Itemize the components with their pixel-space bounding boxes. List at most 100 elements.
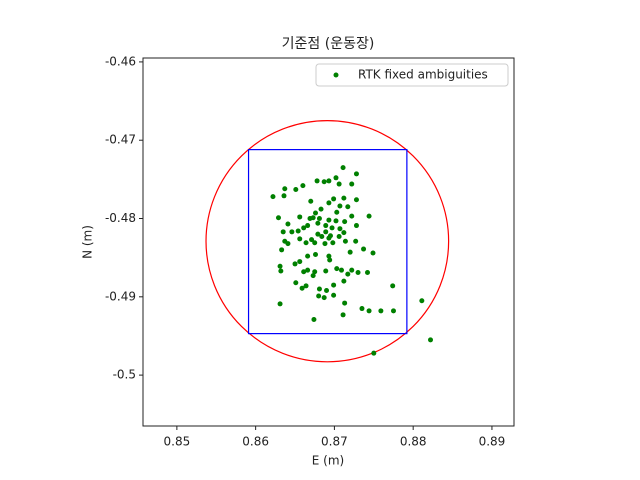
point	[327, 257, 333, 263]
point	[364, 270, 370, 276]
point	[280, 229, 286, 235]
point	[305, 223, 311, 229]
y-axis-label: N (m)	[81, 225, 95, 259]
point	[345, 271, 351, 277]
point	[353, 223, 359, 229]
point	[314, 178, 320, 184]
point	[334, 209, 340, 215]
point	[277, 301, 283, 307]
point	[336, 234, 342, 240]
x-tick-label: 0.89	[479, 435, 506, 449]
point	[341, 195, 347, 201]
x-tick-label: 0.88	[400, 435, 427, 449]
point	[285, 221, 291, 227]
plot-area	[205, 120, 450, 363]
point	[390, 308, 396, 314]
y-tick-label: -0.5	[113, 368, 136, 382]
point	[324, 288, 330, 294]
point	[419, 298, 425, 304]
point	[359, 306, 365, 312]
point	[327, 233, 333, 239]
point	[336, 181, 342, 187]
point	[313, 252, 319, 258]
point	[279, 247, 285, 253]
point	[301, 225, 307, 231]
point	[312, 269, 318, 275]
point	[285, 241, 291, 247]
point	[349, 213, 355, 219]
point	[361, 246, 367, 252]
point	[299, 285, 305, 291]
point	[315, 220, 321, 226]
point	[316, 293, 322, 299]
point	[277, 263, 283, 269]
x-tick-label: 0.85	[164, 435, 191, 449]
point	[297, 236, 303, 242]
point	[341, 278, 347, 284]
point	[292, 261, 298, 267]
point	[312, 240, 318, 246]
y-tick-label: -0.46	[105, 54, 136, 68]
point	[307, 216, 313, 222]
point	[297, 214, 303, 220]
point	[326, 217, 332, 223]
y-tick-label: -0.49	[105, 289, 136, 303]
point	[289, 229, 295, 235]
point	[326, 178, 332, 184]
point	[310, 273, 316, 279]
point	[371, 350, 377, 356]
y-tick-label: -0.47	[105, 133, 136, 147]
point	[333, 218, 339, 224]
point	[303, 240, 309, 246]
point	[353, 238, 359, 244]
legend-marker	[333, 72, 339, 78]
point	[331, 292, 337, 298]
point	[275, 215, 281, 221]
point	[366, 213, 372, 219]
point	[340, 165, 346, 171]
point	[353, 197, 359, 203]
x-axis-label: E (m)	[312, 454, 344, 468]
point	[366, 308, 372, 314]
point	[323, 223, 329, 229]
x-tick-label: 0.87	[321, 435, 348, 449]
y-tick-label: -0.48	[105, 211, 136, 225]
point	[321, 179, 327, 185]
circle	[205, 120, 450, 363]
point	[428, 337, 434, 343]
point	[326, 200, 332, 206]
point	[370, 250, 376, 256]
point	[338, 267, 344, 273]
point	[293, 280, 299, 286]
point	[293, 187, 299, 193]
point	[337, 203, 343, 209]
point	[281, 193, 287, 199]
point	[329, 225, 335, 231]
point	[323, 268, 329, 274]
point	[349, 267, 355, 273]
x-tick-label: 0.86	[242, 435, 269, 449]
point	[303, 283, 309, 289]
point	[321, 295, 327, 301]
point	[326, 253, 332, 259]
legend-label: RTK fixed ambiguities	[358, 68, 488, 82]
point	[319, 234, 325, 240]
point	[342, 219, 348, 225]
point	[349, 181, 355, 187]
point	[342, 300, 348, 306]
point	[390, 283, 396, 289]
rectangle	[247, 149, 408, 335]
point	[305, 267, 311, 273]
point	[342, 238, 348, 244]
point	[334, 266, 340, 272]
point	[323, 229, 329, 235]
point	[300, 183, 306, 189]
point	[330, 240, 336, 246]
point	[341, 230, 347, 236]
point	[318, 206, 324, 212]
point	[353, 171, 359, 177]
point	[337, 226, 343, 232]
point	[282, 186, 288, 192]
point	[316, 216, 322, 222]
